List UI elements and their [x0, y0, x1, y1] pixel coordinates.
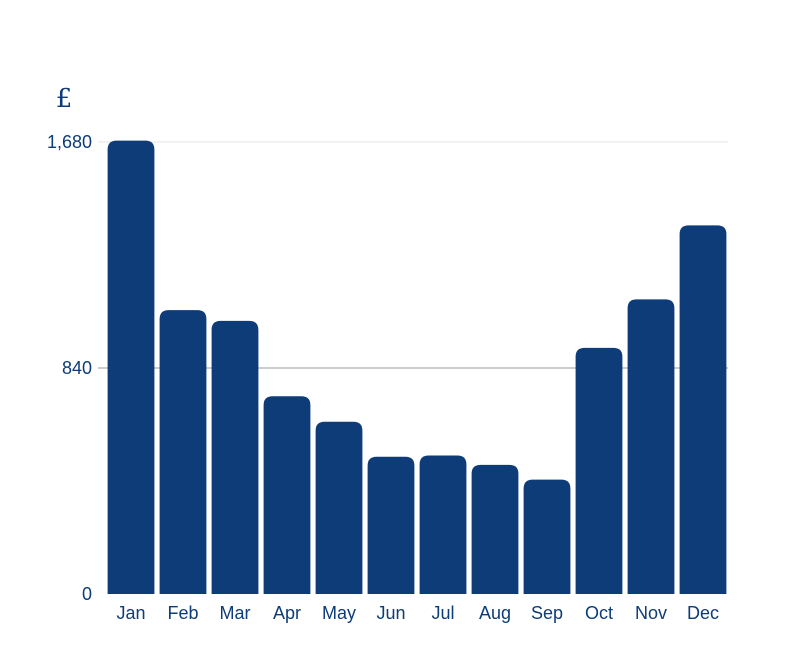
bar-oct: [575, 347, 623, 594]
bar-aug: [471, 464, 519, 594]
x-tick-label: Aug: [479, 603, 511, 623]
x-tick-label: Sep: [531, 603, 563, 623]
x-axis-category-labels: Jan Feb Mar Apr May Jun Jul Aug Sep Oct Nov Dec: [116, 603, 719, 623]
x-tick-label: Jun: [376, 603, 405, 623]
x-tick-label: Jan: [116, 603, 145, 623]
y-axis-unit-label: £: [56, 84, 73, 114]
bar-jan: [107, 140, 155, 594]
y-axis-tick-labels: 0 840 1,680: [47, 132, 92, 604]
x-tick-label: Dec: [687, 603, 719, 623]
bar-may: [315, 421, 363, 594]
bar-feb: [159, 310, 207, 594]
bar-jul: [419, 455, 467, 594]
x-tick-label: Jul: [431, 603, 454, 623]
bars: [107, 140, 727, 594]
x-tick-label: May: [322, 603, 356, 623]
bar-dec: [679, 225, 727, 594]
y-tick-label: 840: [62, 358, 92, 378]
bar-mar: [211, 320, 259, 594]
y-tick-label: 0: [82, 584, 92, 604]
y-tick-label: 1,680: [47, 132, 92, 152]
x-tick-label: Oct: [585, 603, 613, 623]
x-tick-label: Nov: [635, 603, 667, 623]
bar-jun: [367, 456, 415, 594]
bar-nov: [627, 299, 675, 594]
x-tick-label: Mar: [220, 603, 251, 623]
bar-sep: [523, 479, 571, 594]
bar-apr: [263, 396, 311, 594]
x-tick-label: Apr: [273, 603, 301, 623]
x-tick-label: Feb: [167, 603, 198, 623]
